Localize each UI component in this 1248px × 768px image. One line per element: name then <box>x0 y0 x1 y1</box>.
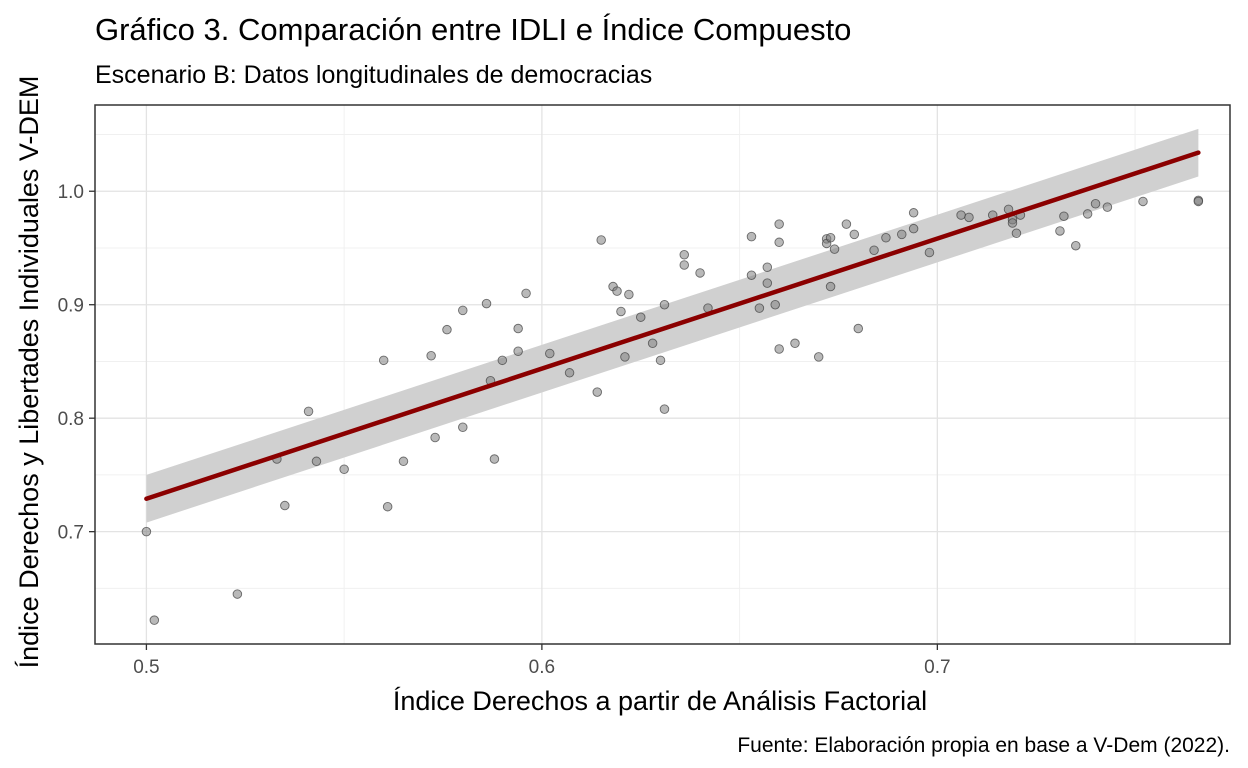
data-point <box>280 500 290 511</box>
data-point <box>620 352 630 362</box>
data-point <box>149 615 160 625</box>
chart-subtitle: Escenario B: Datos longitudinales de dem… <box>95 61 652 89</box>
panel-border <box>94 104 1231 645</box>
data-point <box>908 208 919 218</box>
y-tick-label: 1.0 <box>58 182 84 203</box>
data-point <box>564 368 575 378</box>
x-tick-label: 0.6 <box>529 657 555 678</box>
data-point <box>1059 211 1069 221</box>
x-axis-title: Índice Derechos a partir de Análisis Fac… <box>393 686 927 716</box>
data-point <box>232 589 243 599</box>
data-point <box>489 454 500 464</box>
data-point <box>616 306 626 317</box>
data-point <box>1193 196 1204 207</box>
fit-line-group <box>144 150 1201 502</box>
data-point <box>624 289 634 300</box>
data-point <box>853 323 864 334</box>
data-point <box>825 233 836 243</box>
data-point <box>655 355 666 366</box>
data-point <box>869 245 879 255</box>
data-point <box>908 223 919 234</box>
data-point <box>382 501 393 512</box>
data-point <box>679 250 690 260</box>
data-point <box>762 278 773 288</box>
data-point <box>458 305 468 316</box>
x-tick-label: 0.5 <box>133 657 159 678</box>
data-point <box>592 387 602 397</box>
data-point <box>442 324 452 335</box>
data-point <box>679 260 690 270</box>
data-point <box>378 355 389 366</box>
y-tick-label: 0.9 <box>58 296 84 317</box>
data-point <box>774 219 784 229</box>
data-point <box>956 210 966 220</box>
data-point <box>647 338 658 349</box>
data-point <box>513 323 523 334</box>
data-point <box>964 212 974 223</box>
data-point <box>596 235 606 245</box>
y-axis-ticks: 0.7 0.8 0.9 1.0 <box>58 182 95 544</box>
data-point <box>1011 228 1022 238</box>
data-point <box>659 299 670 310</box>
data-point <box>635 312 646 322</box>
data-point <box>825 281 836 292</box>
data-point <box>754 303 765 313</box>
data-point <box>612 286 622 296</box>
data-point <box>1055 226 1065 236</box>
data-point <box>695 268 705 278</box>
data-point <box>398 456 409 467</box>
data-point <box>513 346 523 356</box>
data-point <box>141 526 152 537</box>
data-point <box>1102 202 1113 212</box>
data-point <box>881 233 891 243</box>
data-point <box>813 352 824 362</box>
chart-caption: Fuente: Elaboración propia en base a V-D… <box>737 734 1230 757</box>
data-point <box>521 288 531 299</box>
data-point <box>1071 240 1081 251</box>
data-point <box>311 456 322 467</box>
data-point <box>481 298 492 309</box>
data-point <box>924 247 935 258</box>
data-point <box>770 299 780 310</box>
data-point <box>790 338 800 349</box>
data-point <box>426 351 436 361</box>
data-point <box>339 464 349 475</box>
x-axis-ticks: 0.5 0.6 0.7 <box>133 644 951 678</box>
fit-line <box>144 150 1201 502</box>
data-point <box>841 219 852 229</box>
data-point <box>1138 196 1148 207</box>
data-point <box>1082 209 1093 219</box>
y-axis-title: Índice Derechos y Libertades Individuale… <box>14 76 44 669</box>
data-point <box>774 237 784 248</box>
data-point <box>659 404 670 414</box>
chart-title: Gráfico 3. Comparación entre IDLI e Índi… <box>95 12 851 47</box>
x-tick-label: 0.7 <box>924 657 950 678</box>
y-tick-label: 0.7 <box>58 523 84 544</box>
data-point <box>1090 198 1101 209</box>
points-group <box>141 195 1204 625</box>
data-point <box>746 270 757 280</box>
data-point <box>458 422 468 433</box>
data-point <box>829 244 840 254</box>
data-point <box>430 432 440 443</box>
data-point <box>1007 218 1018 228</box>
data-point <box>762 262 773 273</box>
data-point <box>897 229 907 240</box>
data-point <box>774 344 784 354</box>
data-point <box>303 406 314 417</box>
data-point <box>849 229 860 240</box>
data-point <box>497 355 508 366</box>
y-tick-label: 0.8 <box>58 409 84 430</box>
data-point <box>746 231 757 242</box>
data-point <box>545 348 555 359</box>
